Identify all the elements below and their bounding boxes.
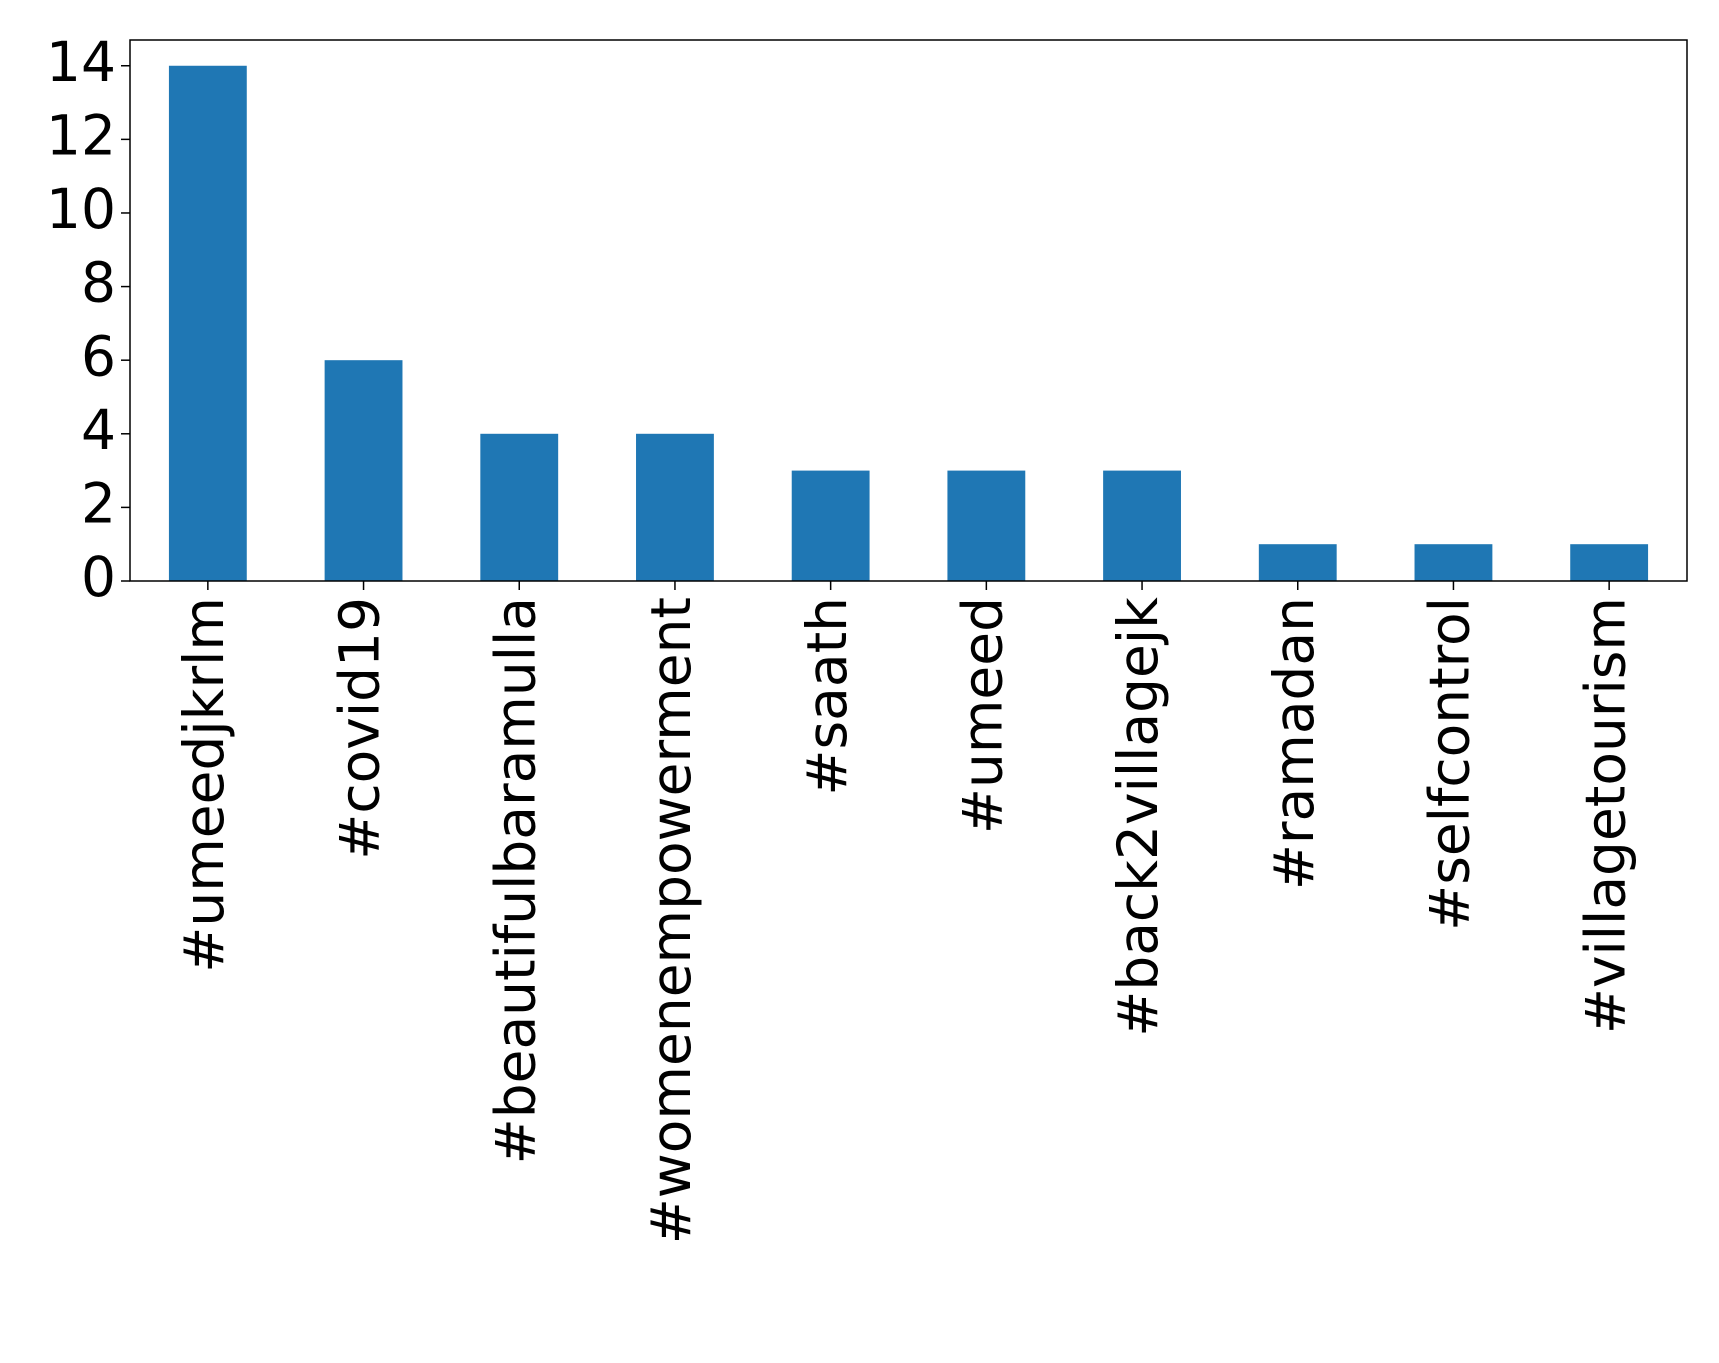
x-tick-label: #beautifulbaramulla [483, 597, 547, 1164]
y-tick-label: 4 [81, 398, 116, 462]
y-tick-label: 6 [81, 324, 116, 388]
x-tick-label: #umeed [950, 597, 1014, 834]
bar [168, 65, 247, 581]
y-tick-label: 14 [46, 30, 116, 94]
bar [1258, 544, 1337, 581]
bar [1414, 544, 1493, 581]
x-tick-label: #ramadan [1262, 597, 1326, 890]
y-tick-label: 10 [46, 177, 116, 241]
x-tick-label: #covid19 [328, 597, 392, 860]
y-tick-label: 0 [81, 545, 116, 609]
y-tick-label: 8 [81, 251, 116, 315]
x-tick-label: #selfcontrol [1418, 597, 1482, 931]
x-tick-label: #back2villagejk [1106, 597, 1170, 1037]
y-tick-label: 12 [46, 104, 116, 168]
x-tick-label: #villagetourism [1573, 597, 1637, 1034]
bar [480, 433, 559, 581]
bar [791, 470, 870, 581]
plot-frame [129, 39, 1688, 582]
bar [636, 433, 714, 581]
bar [1570, 544, 1649, 581]
y-tick-label: 2 [81, 472, 116, 536]
bar [1103, 470, 1181, 581]
x-tick-label: #womenempowerment [639, 597, 703, 1244]
bar [324, 360, 403, 581]
bar [947, 470, 1026, 581]
x-tick-label: #umeedjkrlm [172, 597, 236, 973]
x-tick-label: #saath [795, 597, 859, 796]
